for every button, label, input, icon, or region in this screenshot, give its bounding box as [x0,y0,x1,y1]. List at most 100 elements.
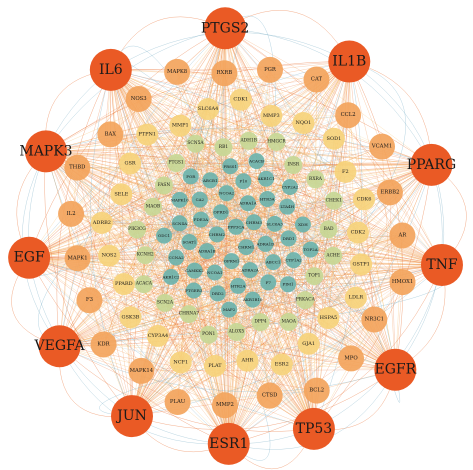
node-label: AKR1C2 [162,274,180,279]
node-label: CYP1A2 [285,258,302,263]
node-odc1: ODC1 [156,227,173,244]
node-il6: IL6 [89,48,132,91]
edge [252,243,266,300]
node-circle [280,276,297,293]
node-akr1b10: AKR1B10 [242,291,263,308]
node-label: CHRM3 [246,220,263,225]
node-circle [257,56,284,83]
node-top2a: TOP2A [302,241,319,258]
edge [273,229,329,263]
node-label: CDK1 [233,97,248,103]
edge [29,162,432,258]
edge [288,281,403,323]
node-circle [306,170,325,189]
edge [229,300,306,310]
edge [143,284,329,319]
node-bad: BAD [319,220,338,239]
edge [110,69,231,167]
node-circle [221,301,238,318]
node-kcnh2: KCNH2 [136,246,155,265]
node-circle [334,160,357,183]
edge [147,28,226,135]
node-circle [182,168,199,185]
edge [195,143,432,166]
node-akr1c2: AKR1C2 [162,268,180,285]
edge [208,140,249,335]
node-circle [280,230,297,247]
node-rxra: RXRA [306,170,325,189]
edge [29,257,270,396]
edge [45,151,142,371]
node-f3: F3 [76,287,103,314]
edge [310,249,357,298]
edge [252,122,304,300]
edge [228,331,271,461]
node-pgr: PGR [257,56,284,83]
node-circle [119,152,142,175]
edge [131,282,269,417]
node-label: XDH [298,222,308,227]
node-chrm1: CHRM1 [238,239,254,256]
node-gsr: GSR [119,152,142,175]
node-mapk8: MAPK8 [164,58,191,85]
node-chrna7: CHRNA7 [179,305,199,324]
edge [216,234,403,236]
node-label: ACACA [135,282,153,287]
node-mapk14: MAPK14 [128,357,155,384]
node-ncoa1: NCOA1 [206,264,223,281]
edge [152,79,317,207]
node-circle [251,313,270,332]
node-label: NR3C1 [365,317,384,323]
node-ctsd: CTSD [256,382,283,409]
edge [274,199,365,225]
edge [130,229,138,318]
node-camkk2: CAMKK2 [185,262,204,279]
edge [189,241,248,361]
edge [316,79,359,233]
node-label: HMOX1 [392,279,413,285]
node-label: SELE [114,191,128,197]
node-circle [171,215,188,232]
node-label: HSPA5 [320,315,337,321]
edge [177,71,349,116]
edge [45,146,383,152]
node-map2: MAP2 [221,301,238,318]
node-slc6a3: SLC6A3 [266,215,283,232]
node-circle [111,395,153,438]
node-f10: F10 [235,173,252,190]
node-label: NOS3 [131,96,147,102]
node-label: MAOA [281,319,296,324]
node-circle [64,245,91,272]
node-circle [227,322,246,341]
node-circle [335,102,362,129]
node-circle [229,88,252,111]
edge [293,164,396,370]
node-label: JUN [115,408,147,424]
node-label: ADH1B [239,138,257,143]
node-circle [361,306,388,333]
node-label: NCF1 [173,359,188,365]
edge [59,346,178,403]
edge [305,61,350,301]
node-label: IL6 [99,62,123,78]
node-label: RB1 [219,145,229,150]
node-circle [302,241,319,258]
edge [248,140,403,283]
node-circle [146,324,169,347]
node-circle [410,143,453,186]
edge [226,146,383,194]
node-label: PPARG [407,157,456,173]
edge [274,79,317,224]
edge [110,28,226,135]
edge [89,300,261,323]
node-circle [236,349,259,372]
edge [305,264,443,301]
node-circle [239,131,258,150]
edge [29,257,178,403]
node-label: POR [186,174,196,179]
node-label: F3 [86,297,93,303]
node-ldlr: LDLR [344,286,367,309]
node-label: NOS2 [102,253,117,259]
edge [228,264,443,445]
node-il2: IL2 [58,200,85,227]
